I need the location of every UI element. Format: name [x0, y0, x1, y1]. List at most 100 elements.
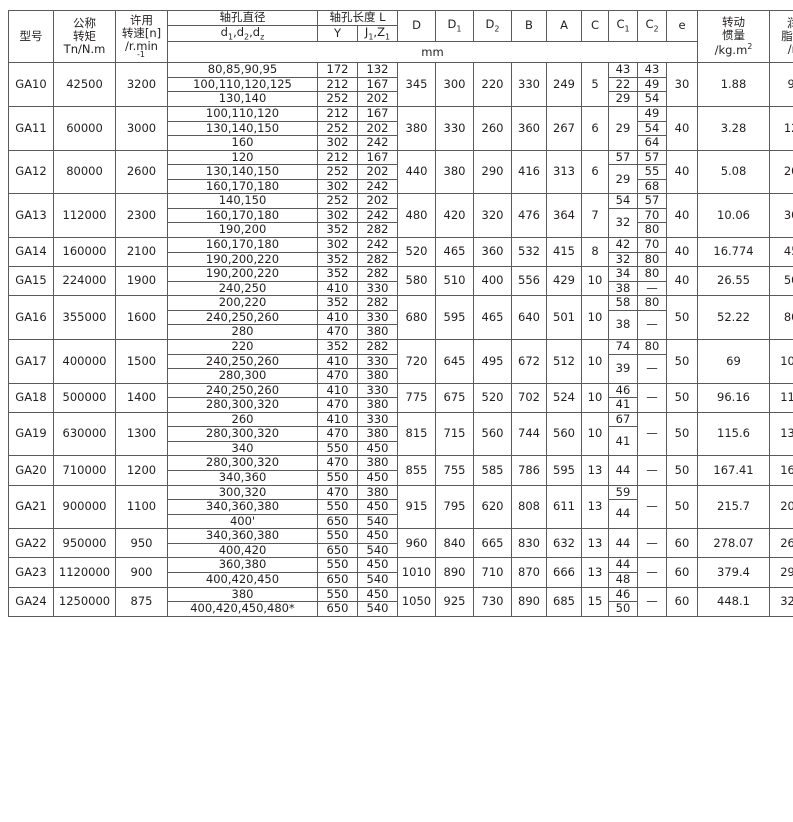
cell-C: 5: [581, 62, 609, 107]
cell-C: 13: [581, 484, 609, 530]
cell-bore-diameter: 130,140,150: [167, 120, 318, 137]
cell-C: 6: [581, 149, 609, 195]
cell-bore-length-J1Z1: 380: [357, 397, 398, 413]
cell-C2: 70: [637, 207, 667, 224]
cell-C: 6: [581, 105, 609, 151]
cell-C: 10: [581, 266, 609, 297]
cell-model: GA22: [8, 528, 54, 559]
table-row: 340,360,380 550 450 44: [9, 499, 793, 530]
cell-bore-diameter: 190,200,220: [167, 251, 318, 268]
cell-bore-length-Y: 650: [317, 601, 358, 617]
cell-torque: 1120000: [53, 557, 116, 588]
cell-C: 15: [581, 586, 609, 617]
cell-bore-length-J1Z1: 540: [357, 601, 398, 617]
cell-grease-amount: 5000: [769, 266, 793, 297]
cell-bore-length-Y: 302: [317, 237, 358, 253]
cell-bore-diameter: 240,250,260: [167, 353, 318, 370]
cell-bore-length-Y: 550: [317, 586, 358, 603]
table-row: GA21 900000 1100 300,320 470 380 915 795 620 808 6…: [8, 484, 793, 530]
cell-A: 313: [546, 149, 582, 195]
table-row: GA24 1250000 875 380 550 450 1050 925 730 890 685 1…: [8, 586, 793, 617]
cell-bore-diameter: 100,110,120,125: [167, 76, 318, 93]
cell-torque: 60000: [53, 105, 116, 151]
header-row-2: d1,d2,dz Y J1,Z1: [9, 24, 793, 43]
cell-grease-amount: 1200: [769, 105, 793, 151]
cell-speed: 950: [115, 528, 168, 559]
table-row: 130,140 252 202 29 54: [9, 91, 793, 107]
cell-D2: 290: [473, 149, 512, 195]
cell-C: 10: [581, 411, 609, 457]
cell-bore-length-J1Z1: 330: [357, 353, 398, 370]
header-D2: D2: [473, 9, 512, 43]
cell-bore-diameter: 160,170,180: [167, 178, 318, 195]
cell-bore-length-Y: 212: [317, 76, 358, 93]
cell-C2: —: [637, 484, 667, 530]
cell-bore-diameter: 400,420,450: [167, 571, 318, 588]
cell-grease-amount: 29000: [769, 557, 793, 588]
cell-bore-length-Y: 470: [317, 368, 358, 384]
cell-D1: 755: [435, 455, 474, 486]
cell-bore-length-J1Z1: 450: [357, 499, 398, 515]
cell-bore-length-Y: 302: [317, 135, 358, 151]
cell-e: 50: [666, 295, 698, 340]
cell-C1: 44: [608, 499, 638, 530]
cell-C2: 54: [637, 91, 667, 107]
cell-bore-length-Y: 302: [317, 207, 358, 224]
cell-bore-diameter: 400': [167, 513, 318, 530]
cell-D1: 675: [435, 382, 474, 413]
cell-torque: 500000: [53, 382, 116, 413]
coupling-spec-table: 型号 公称 转矩 Tn/N.m 许用 转速[n] /r.min -1 轴孔直径 …: [8, 9, 793, 617]
cell-C2: —: [637, 309, 667, 340]
cell-B: 890: [511, 586, 547, 617]
cell-bore-length-Y: 252: [317, 193, 358, 209]
table-row: GA16 355000 1600 200,220 352 282 680 595 465 640 5…: [8, 295, 793, 340]
table-header: 型号 公称 转矩 Tn/N.m 许用 转速[n] /r.min -1 轴孔直径 …: [8, 9, 793, 64]
table-row: GA12 80000 2600 120 212 167 440 380 290 416 313 6 57…: [8, 149, 793, 195]
cell-C: 10: [581, 382, 609, 413]
cell-bore-length-Y: 410: [317, 411, 358, 428]
cell-model: GA18: [8, 382, 54, 413]
cell-D2: 400: [473, 266, 512, 297]
cell-A: 524: [546, 382, 582, 413]
cell-moment-of-inertia: 69: [697, 338, 770, 384]
cell-bore-length-J1Z1: 167: [357, 149, 398, 166]
cell-e: 60: [666, 586, 698, 617]
cell-C2: 57: [637, 149, 667, 166]
cell-moment-of-inertia: 1.88: [697, 62, 770, 107]
cell-bore-length-Y: 470: [317, 324, 358, 340]
cell-moment-of-inertia: 26.55: [697, 266, 770, 297]
cell-bore-length-J1Z1: 380: [357, 368, 398, 384]
header-A: A: [546, 9, 582, 43]
cell-C2: 49: [637, 76, 667, 93]
cell-A: 249: [546, 62, 582, 107]
cell-D: 1010: [397, 557, 436, 588]
cell-B: 416: [511, 149, 547, 195]
table-row: GA20 710000 1200 280,300,320 470 380 855 755 585…: [8, 455, 793, 486]
cell-bore-length-Y: 550: [317, 440, 358, 457]
cell-bore-length-J1Z1: 330: [357, 411, 398, 428]
cell-bore-length-Y: 352: [317, 251, 358, 268]
cell-bore-length-Y: 470: [317, 397, 358, 413]
cell-bore-diameter: 280,300,320: [167, 397, 318, 413]
cell-moment-of-inertia: 115.6: [697, 411, 770, 457]
cell-D: 345: [397, 62, 436, 107]
header-moment-of-inertia: 转动 惯量 /kg.m2: [697, 9, 770, 64]
cell-C2: —: [637, 455, 667, 486]
cell-C1: 44: [608, 528, 638, 559]
cell-bore-diameter: 340,360: [167, 470, 318, 486]
cell-C2: —: [637, 280, 667, 297]
cell-bore-length-Y: 352: [317, 266, 358, 282]
cell-speed: 1600: [115, 295, 168, 340]
cell-e: 50: [666, 484, 698, 530]
table-row: 280,300,320 470 380 41: [9, 397, 793, 413]
header-torque: 公称 转矩 Tn/N.m: [53, 9, 116, 64]
header-bore-diameter-symbols: d1,d2,dz: [167, 24, 318, 43]
cell-D: 815: [397, 411, 436, 457]
cell-grease-amount: 8000: [769, 295, 793, 340]
table-row: GA17 400000 1500 220 352 282 720 645 495 672 512 10…: [8, 338, 793, 384]
cell-D1: 840: [435, 528, 474, 559]
cell-C1: 48: [608, 571, 638, 588]
cell-model: GA15: [8, 266, 54, 297]
header-D: D: [397, 9, 436, 43]
cell-C1: 67: [608, 411, 638, 428]
